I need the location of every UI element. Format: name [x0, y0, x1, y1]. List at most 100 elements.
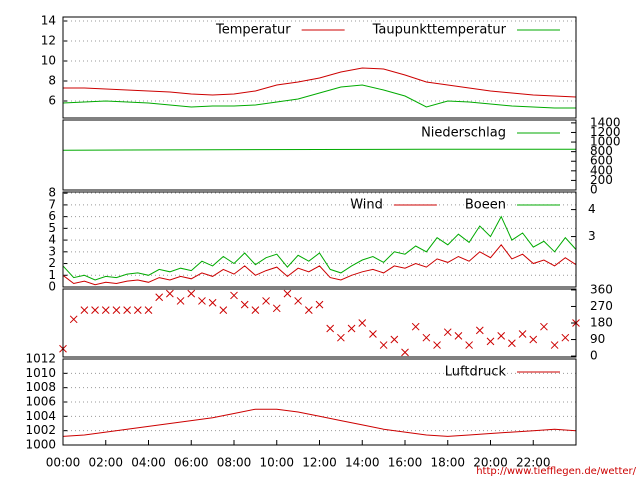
y2-tick-label: 3	[588, 229, 596, 243]
cross-marker	[101, 306, 110, 314]
y-tick-label: 3	[48, 244, 56, 258]
cross-marker	[69, 315, 78, 324]
cross-marker	[315, 300, 324, 309]
cross-marker	[379, 341, 388, 349]
x-tick-label: 02:00	[88, 456, 123, 470]
y-tick-label: 1008	[25, 380, 56, 394]
y-tick-label: 270	[590, 299, 613, 313]
y-tick-label: 8	[48, 186, 56, 200]
panel-frame	[62, 191, 577, 288]
cross-marker	[401, 348, 409, 357]
y-tick-label: 14	[41, 14, 56, 28]
legend-label: Boeen	[465, 198, 506, 213]
series-line	[62, 215, 577, 281]
cross-marker	[208, 298, 217, 307]
x-tick-label: 16:00	[388, 456, 423, 470]
y-tick-label: 90	[590, 332, 605, 346]
footer-link: http://www.tiefflegen.de/wetter/	[476, 466, 636, 477]
y-tick-label: 1400	[590, 115, 621, 129]
legend-label: Niederschlag	[421, 126, 506, 141]
cross-marker	[529, 335, 538, 344]
y-tick-label: 5	[48, 221, 56, 235]
y-tick-label: 600	[590, 154, 613, 168]
cross-marker	[187, 289, 196, 298]
y-tick-label: 1010	[25, 366, 56, 380]
series-line	[62, 84, 576, 109]
y-tick-label: 400	[590, 163, 613, 177]
y-tick-label: 1	[48, 268, 56, 282]
cross-marker	[91, 306, 99, 314]
cross-marker	[433, 341, 441, 349]
cross-marker	[123, 306, 131, 314]
x-tick-label: 06:00	[174, 456, 209, 470]
cross-marker	[251, 306, 260, 314]
series-line	[63, 67, 577, 98]
cross-marker	[561, 333, 570, 342]
series-line	[62, 243, 577, 286]
cross-marker	[304, 306, 313, 314]
cross-marker	[80, 306, 89, 314]
series-line	[62, 408, 577, 437]
x-tick-label: 12:00	[302, 456, 337, 470]
cross-marker	[240, 300, 249, 309]
cross-marker	[337, 333, 345, 342]
cross-marker	[144, 306, 153, 314]
panel-frame	[62, 119, 577, 191]
x-tick-label: 00:00	[46, 456, 81, 470]
y-tick-label: 0	[590, 349, 598, 363]
y-tick-label: 360	[590, 282, 613, 296]
legend-label: Luftdruck	[445, 365, 507, 380]
y-tick-label: 200	[590, 173, 613, 187]
cross-marker	[465, 341, 473, 349]
y-tick-label: 1012	[25, 352, 56, 366]
y-tick-label: 1002	[25, 423, 56, 437]
cross-marker	[390, 335, 399, 344]
legend-label: Taupunkttemperatur	[372, 23, 507, 38]
cross-marker	[133, 306, 142, 314]
cross-marker	[508, 339, 516, 348]
cross-marker	[486, 337, 495, 346]
y-tick-label: 1004	[25, 409, 56, 423]
x-tick-label: 04:00	[131, 456, 166, 470]
y-tick-label: 1200	[590, 125, 621, 139]
y-tick-label: 12	[41, 34, 56, 48]
x-tick-label: 18:00	[430, 456, 465, 470]
x-tick-label: 14:00	[345, 456, 380, 470]
x-tick-label: 08:00	[217, 456, 252, 470]
cross-marker	[176, 297, 185, 305]
cross-marker	[262, 297, 270, 305]
x-tick-label: 20:00	[473, 456, 508, 470]
cross-marker	[272, 304, 281, 313]
cross-marker	[443, 328, 452, 337]
y-tick-label: 8	[48, 74, 56, 88]
cross-marker	[294, 297, 302, 305]
cross-marker	[155, 293, 164, 302]
y-tick-label: 1000	[25, 438, 56, 452]
y-tick-label: 180	[590, 316, 613, 330]
cross-marker	[347, 324, 356, 333]
cross-marker	[422, 333, 431, 342]
cross-marker	[540, 322, 548, 331]
y-tick-label: 7	[48, 197, 56, 211]
cross-marker	[166, 289, 174, 298]
y-tick-label: 1000	[590, 135, 621, 149]
cross-marker	[369, 330, 377, 338]
cross-marker	[230, 291, 238, 300]
panel-frame	[62, 16, 577, 119]
cross-marker	[497, 332, 506, 340]
cross-marker	[411, 322, 420, 331]
cross-marker	[326, 324, 335, 333]
cross-marker	[358, 319, 367, 327]
y-tick-label: 6	[48, 94, 56, 108]
y2-tick-label: 4	[588, 202, 596, 216]
cross-marker	[198, 297, 206, 305]
cross-marker	[475, 326, 484, 335]
x-tick-label: 10:00	[259, 456, 294, 470]
y-tick-label: 0	[48, 280, 56, 294]
y-tick-label: 800	[590, 144, 613, 158]
y-tick-label: 4	[48, 233, 56, 247]
legend-label: Temperatur	[215, 23, 291, 38]
cross-marker	[283, 289, 292, 298]
